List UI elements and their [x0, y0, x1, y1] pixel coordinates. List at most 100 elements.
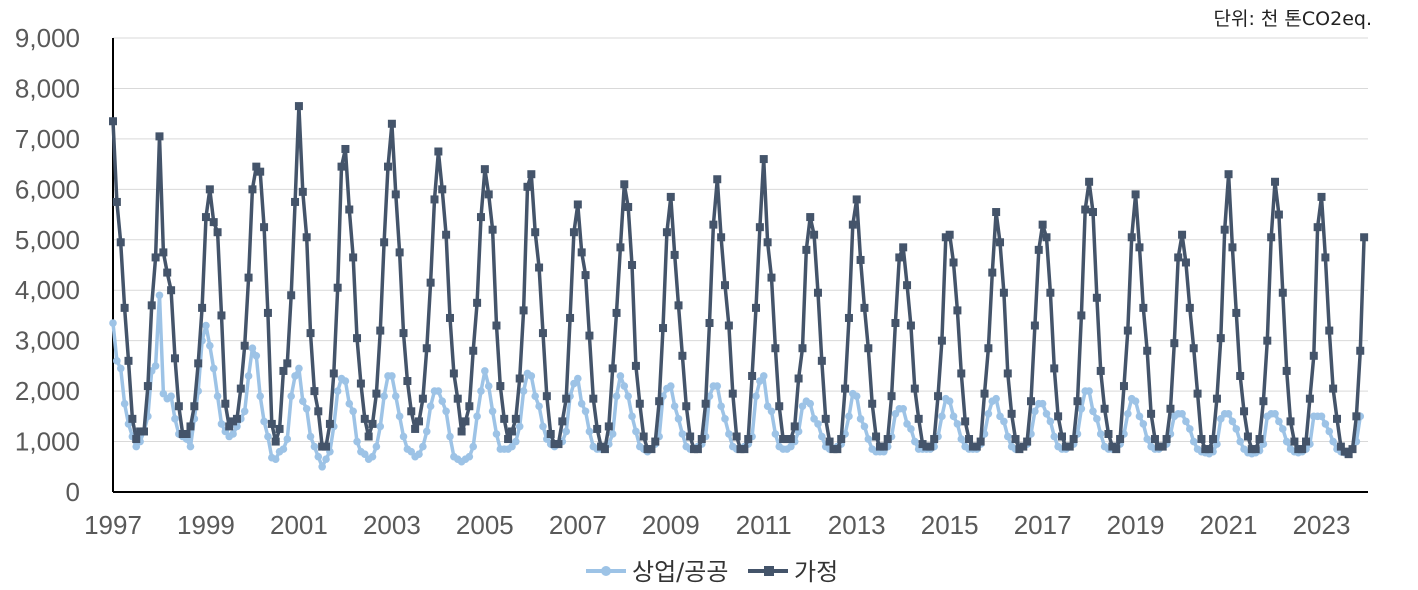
data-point — [539, 422, 547, 431]
data-point — [356, 379, 365, 388]
data-point — [143, 382, 152, 391]
data-point — [713, 382, 722, 390]
data-point — [167, 392, 175, 400]
data-point — [1085, 177, 1094, 186]
data-point — [507, 427, 516, 436]
legend-marker — [601, 566, 611, 576]
data-point — [659, 324, 668, 333]
data-point — [1089, 407, 1097, 416]
data-point — [1139, 420, 1148, 428]
data-point — [368, 452, 377, 461]
y-tick-labels: 0 1,000 2,000 3,000 4,000 5,000 6,000 7,000 8,00… — [15, 23, 80, 507]
data-point — [852, 392, 861, 400]
data-point — [724, 321, 733, 330]
data-point — [1305, 394, 1314, 403]
data-point — [1042, 233, 1051, 242]
data-point — [864, 344, 873, 353]
data-point — [1042, 410, 1051, 418]
data-point — [302, 404, 311, 413]
data-point — [992, 394, 1000, 403]
data-point — [693, 445, 702, 454]
data-point — [1096, 366, 1105, 375]
data-point — [1027, 397, 1036, 406]
y-tick-label: 0 — [66, 477, 80, 507]
data-point — [209, 364, 218, 373]
data-point — [1278, 425, 1287, 433]
data-point — [271, 437, 280, 446]
data-point — [628, 412, 636, 421]
data-point — [353, 334, 362, 343]
data-point — [511, 414, 520, 423]
data-point — [457, 427, 466, 436]
data-point — [616, 372, 625, 380]
data-point — [763, 238, 772, 247]
data-point — [325, 419, 334, 428]
data-point — [1344, 450, 1353, 459]
data-point — [167, 286, 176, 295]
data-point — [1228, 243, 1237, 252]
data-point — [1096, 430, 1105, 438]
data-point — [1162, 435, 1171, 444]
data-point — [802, 245, 811, 254]
data-point — [155, 132, 164, 141]
data-point — [1271, 410, 1279, 418]
data-point — [376, 326, 385, 335]
data-point — [577, 399, 586, 408]
data-point — [1093, 415, 1101, 423]
data-point — [771, 344, 780, 353]
data-point — [1236, 371, 1245, 380]
data-point — [678, 430, 687, 438]
data-point — [333, 283, 342, 292]
data-point — [174, 402, 183, 411]
data-point — [1174, 253, 1183, 262]
data-point — [980, 389, 989, 398]
data-point — [527, 372, 536, 380]
data-point — [310, 442, 319, 451]
data-point — [1232, 308, 1241, 317]
data-point — [701, 399, 710, 408]
data-point — [1046, 288, 1055, 297]
data-point — [120, 399, 129, 408]
data-point — [581, 407, 590, 416]
data-point — [728, 389, 737, 398]
data-point — [1181, 258, 1190, 267]
data-point — [155, 291, 164, 300]
data-point — [1178, 230, 1187, 239]
data-point — [984, 344, 993, 353]
data-point — [1158, 442, 1167, 451]
data-point — [465, 452, 474, 461]
data-point — [1243, 432, 1252, 441]
data-point — [306, 329, 315, 338]
data-point — [376, 422, 385, 431]
data-point — [384, 162, 393, 171]
data-point — [1054, 412, 1063, 421]
data-point — [380, 238, 389, 247]
data-point — [213, 392, 222, 400]
data-point — [965, 435, 974, 444]
data-point — [349, 253, 358, 262]
data-point — [938, 412, 946, 421]
data-point — [581, 271, 590, 280]
x-tick-label: 2017 — [1014, 510, 1072, 540]
data-point — [1209, 435, 1218, 444]
data-point — [1329, 437, 1337, 446]
data-point — [1081, 205, 1090, 214]
data-point — [1124, 410, 1132, 418]
data-point — [818, 432, 826, 441]
data-point — [229, 430, 237, 438]
data-point — [322, 455, 330, 464]
data-point — [109, 319, 117, 327]
data-point — [725, 430, 733, 438]
data-point — [527, 170, 536, 179]
data-point — [1259, 397, 1268, 406]
data-point — [1329, 384, 1338, 393]
data-point — [426, 278, 435, 287]
data-point — [767, 407, 776, 416]
series-2 — [109, 102, 1369, 459]
data-point — [442, 230, 451, 239]
data-point — [856, 415, 865, 423]
data-point — [1131, 190, 1140, 199]
x-tick-label: 2021 — [1200, 510, 1258, 540]
data-point — [1003, 369, 1012, 378]
data-point — [151, 253, 160, 262]
